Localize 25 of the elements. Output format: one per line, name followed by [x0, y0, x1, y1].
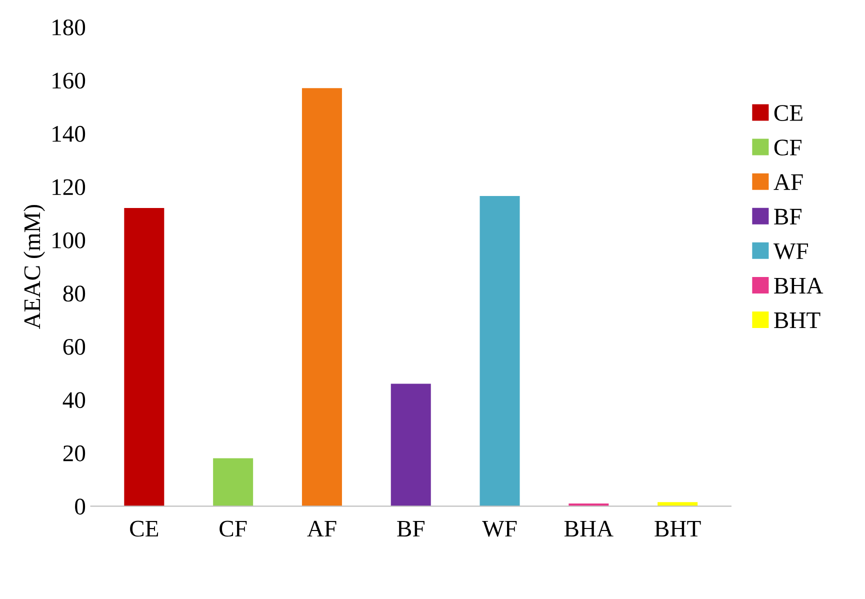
legend-label: BHA: [774, 278, 824, 294]
y-axis-title: AEAC (mM): [24, 204, 45, 329]
x-tick-label: BF: [397, 520, 424, 536]
legend-label: CF: [774, 140, 802, 156]
y-tick-label: 20: [63, 445, 86, 462]
y-tick-label: 160: [52, 72, 86, 89]
y-tick-label: 40: [62, 392, 86, 408]
y-tick-label: 180: [52, 19, 86, 36]
legend-label: AF: [774, 174, 803, 190]
legend-label: BHT: [774, 312, 820, 328]
legend-label: BF: [774, 208, 802, 224]
x-tick-label: CE: [130, 520, 158, 537]
y-tick-label: 100: [52, 232, 86, 248]
y-tick-label: 140: [52, 126, 86, 142]
x-tick-label: WF: [482, 520, 517, 537]
x-tick-label: CF: [220, 520, 247, 537]
x-tick-label: AF: [307, 520, 336, 536]
legend-label: WF: [773, 243, 808, 260]
legend-label: CE: [774, 105, 802, 121]
y-tick-label: 60: [63, 338, 86, 355]
x-tick-label: BHA: [564, 520, 614, 536]
y-tick-label: 80: [63, 286, 86, 302]
x-tick-label: BHT: [654, 520, 701, 536]
y-tick-label: 120: [52, 179, 86, 196]
y-tick-label: 0: [75, 498, 86, 515]
